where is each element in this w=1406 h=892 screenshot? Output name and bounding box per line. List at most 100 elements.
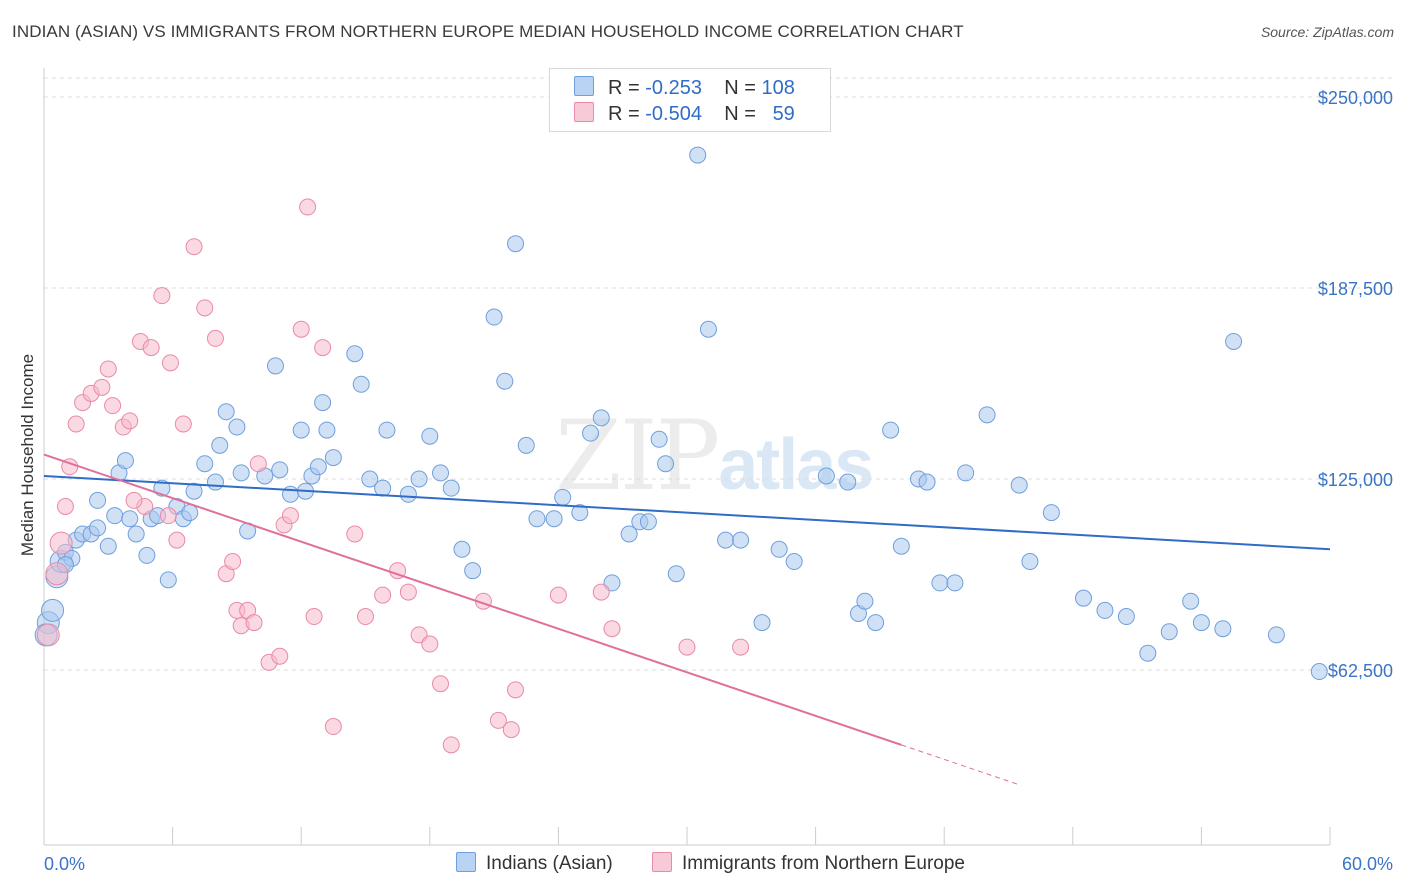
point-northern-europe-55 — [159, 507, 177, 525]
point-indians-22 — [185, 482, 203, 500]
point-northern-europe-28 — [271, 647, 289, 665]
point-northern-europe-47 — [502, 721, 520, 739]
point-northern-europe-52 — [678, 638, 696, 656]
x-tick-label-left: 0.0% — [44, 854, 85, 874]
point-northern-europe-15 — [153, 287, 171, 305]
legend-swatch-northern-europe-bottom — [652, 852, 672, 872]
point-indians-84 — [918, 473, 936, 491]
point-indians-51 — [464, 562, 482, 580]
point-indians-100 — [1225, 332, 1243, 350]
stats-legend: R = -0.253 N = 108 R = -0.504 N = 59 — [549, 68, 831, 132]
point-indians-52 — [485, 308, 503, 326]
point-indians-81 — [882, 421, 900, 439]
point-indians-65 — [639, 513, 657, 531]
point-northern-europe-53 — [732, 638, 750, 656]
point-indians-106 — [116, 452, 134, 470]
point-northern-europe-18 — [185, 238, 203, 256]
point-indians-19 — [159, 571, 177, 589]
point-indians-89 — [1010, 476, 1028, 494]
point-indians-72 — [732, 531, 750, 549]
point-northern-europe-9 — [104, 397, 122, 415]
point-northern-europe-3 — [56, 498, 74, 516]
point-indians-11 — [106, 507, 124, 525]
point-indians-57 — [545, 510, 563, 528]
point-indians-97 — [1182, 592, 1200, 610]
point-indians-98 — [1192, 614, 1210, 632]
point-indians-23 — [196, 455, 214, 473]
point-northern-europe-8 — [93, 378, 111, 396]
point-northern-europe-16 — [161, 354, 179, 372]
point-northern-europe-58 — [224, 553, 242, 571]
legend-r-northern-europe: -0.504 — [645, 103, 702, 125]
point-indians-75 — [785, 553, 803, 571]
point-indians-70 — [699, 320, 717, 338]
point-indians-99 — [1214, 620, 1232, 638]
point-northern-europe-5 — [67, 415, 85, 433]
point-indians-85 — [931, 574, 949, 592]
point-northern-europe-17 — [174, 415, 192, 433]
point-indians-69 — [689, 146, 707, 164]
watermark-atlas: atlas — [718, 425, 874, 505]
point-northern-europe-57 — [168, 531, 186, 549]
trendline-northern-europe-extension — [901, 744, 1020, 786]
chart-title: INDIAN (ASIAN) VS IMMIGRANTS FROM NORTHE… — [12, 22, 964, 41]
point-northern-europe-1 — [45, 562, 69, 586]
legend-item-northern-europe: Immigrants from Northern Europe — [652, 852, 965, 875]
point-indians-58 — [554, 488, 572, 506]
point-northern-europe-46 — [489, 711, 507, 729]
point-indians-53 — [496, 372, 514, 390]
legend-item-indians: Indians (Asian) — [456, 852, 613, 875]
y-tick-label-2: $187,500 — [1318, 279, 1393, 299]
point-indians-82 — [892, 537, 910, 555]
point-indians-93 — [1096, 601, 1114, 619]
point-indians-15 — [138, 546, 156, 564]
point-indians-24 — [206, 473, 224, 491]
watermark-zip: ZIP — [555, 400, 720, 512]
point-indians-66 — [650, 430, 668, 448]
point-indians-13 — [121, 510, 139, 528]
point-indians-55 — [517, 436, 535, 454]
point-indians-38 — [318, 421, 336, 439]
point-indians-94 — [1117, 608, 1135, 626]
point-indians-25 — [211, 436, 229, 454]
point-indians-42 — [361, 470, 379, 488]
point-indians-91 — [1042, 504, 1060, 522]
point-northern-europe-36 — [346, 525, 364, 543]
legend-n-indians: 108 — [761, 77, 795, 99]
point-northern-europe-14 — [142, 339, 160, 357]
point-indians-27 — [228, 418, 246, 436]
point-indians-46 — [410, 470, 428, 488]
point-indians-107 — [181, 504, 199, 522]
point-northern-europe-11 — [121, 412, 139, 430]
point-indians-67 — [657, 455, 675, 473]
watermark: ZIPatlas — [555, 400, 874, 512]
point-indians-37 — [314, 394, 332, 412]
point-indians-68 — [667, 565, 685, 583]
point-indians-33 — [281, 485, 299, 503]
legend-swatch-indians-bottom — [456, 852, 476, 872]
point-northern-europe-31 — [292, 320, 310, 338]
point-indians-28 — [232, 464, 250, 482]
point-indians-44 — [378, 421, 396, 439]
point-indians-1 — [41, 598, 65, 622]
point-indians-105 — [89, 491, 107, 509]
point-northern-europe-35 — [324, 718, 342, 736]
point-indians-47 — [421, 427, 439, 445]
point-northern-europe-38 — [374, 586, 392, 604]
point-northern-europe-30 — [281, 507, 299, 525]
point-indians-39 — [324, 449, 342, 467]
point-indians-79 — [856, 592, 874, 610]
source-label: Source: ZipAtlas.com — [1260, 24, 1394, 40]
point-indians-90 — [1021, 553, 1039, 571]
point-northern-europe-54 — [125, 491, 143, 509]
point-indians-71 — [717, 531, 735, 549]
trendline-indians — [43, 474, 1331, 551]
point-indians-60 — [582, 424, 600, 442]
y-tick-label-1: $125,000 — [1318, 470, 1393, 490]
point-indians-49 — [442, 479, 460, 497]
point-indians-43 — [374, 479, 392, 497]
point-northern-europe-49 — [549, 586, 567, 604]
legend-swatch-northern-europe — [574, 102, 594, 122]
point-northern-europe-43 — [432, 675, 450, 693]
